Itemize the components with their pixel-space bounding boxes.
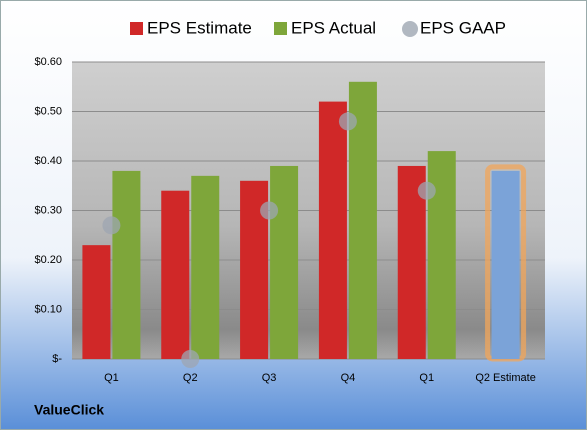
y-tick-label: $0.60	[34, 56, 62, 68]
legend-label: EPS Estimate	[147, 18, 252, 37]
gaap-marker	[417, 181, 436, 200]
bar	[191, 175, 220, 359]
bar	[270, 165, 299, 359]
bar	[161, 190, 190, 359]
y-tick-label: $0.20	[34, 254, 62, 266]
y-tick-label: $0.10	[34, 303, 62, 315]
gaap-marker	[260, 201, 279, 220]
x-tick-label: Q2 Estimate	[475, 372, 536, 384]
legend-marker	[402, 21, 418, 37]
x-tick-label: Q4	[341, 372, 356, 384]
x-tick-label: Q3	[262, 372, 277, 384]
y-tick-label: $-	[52, 353, 62, 365]
y-tick-label: $0.30	[34, 204, 62, 216]
legend-label: EPS GAAP	[420, 18, 506, 37]
bar	[427, 151, 456, 359]
bar	[112, 170, 141, 359]
footer: ValueClick	[34, 402, 104, 418]
bar	[397, 165, 426, 359]
legend-label: EPS Actual	[291, 18, 376, 37]
gaap-marker	[181, 350, 200, 368]
y-tick-label: $0.50	[34, 105, 62, 117]
x-tick-label: Q2	[183, 372, 198, 384]
bar	[82, 245, 111, 359]
x-tick-label: Q1	[104, 372, 119, 384]
gaap-marker	[338, 112, 357, 131]
legend-marker	[274, 22, 287, 35]
gaap-marker	[102, 216, 121, 235]
bar	[318, 101, 347, 359]
bar	[491, 170, 520, 359]
x-tick-label: Q1	[419, 372, 434, 384]
legend-marker	[130, 22, 143, 35]
y-tick-label: $0.40	[34, 155, 62, 167]
